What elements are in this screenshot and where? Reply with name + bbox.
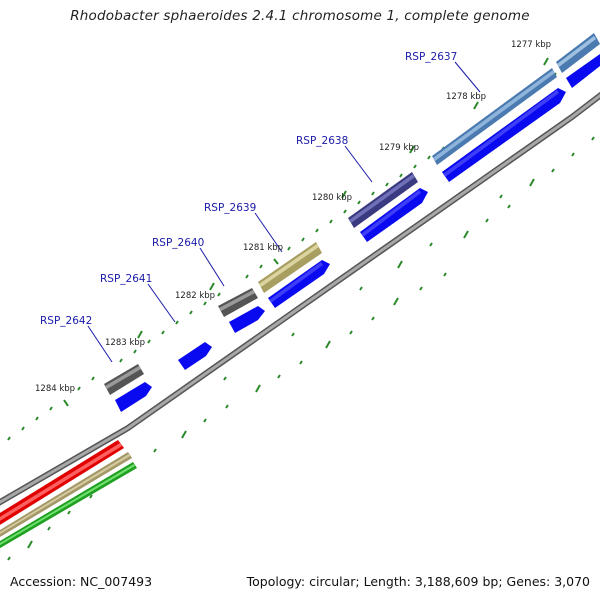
gene-label-rsp-2641[interactable]: RSP_2641 [100,273,152,285]
gene-labels: RSP_2637 RSP_2638 RSP_2639 RSP_2640 RSP_… [40,51,457,327]
cog-bar-rsp-2637-upper[interactable] [556,33,600,73]
cds-rsp-2638[interactable] [360,188,428,242]
inner-tick-ring [7,136,595,561]
cog-bar-rsp-2642[interactable] [104,364,144,395]
cog-bar-rsp-2639[interactable] [258,242,322,293]
cds-arrows [115,54,600,412]
cds-rsp-2637[interactable] [442,88,566,182]
tick-label-1282: 1282 kbp [175,291,215,301]
tick-label-1281: 1281 kbp [243,243,283,253]
genome-backbone [0,91,600,506]
map-title: Rhodobacter sphaeroides 2.4.1 chromosome… [70,8,530,24]
gene-label-rsp-2640[interactable]: RSP_2640 [152,237,204,249]
accession-text: Accession: NC_007493 [10,574,153,589]
cog-bar-rsp-2637[interactable] [432,68,557,165]
label-leaders [87,61,481,363]
tick-label-1279: 1279 kbp [379,143,419,153]
gc-band-red[interactable] [0,440,124,528]
cog-bar-rsp-2638[interactable] [348,172,418,228]
cds-rsp-2639[interactable] [268,260,330,308]
cds-rsp-2641[interactable] [178,342,212,370]
gene-label-rsp-2642[interactable]: RSP_2642 [40,315,92,327]
tick-label-1278: 1278 kbp [446,92,486,102]
tick-label-1284: 1284 kbp [35,384,75,394]
cog-bar-rsp-2640[interactable] [218,288,258,317]
cds-rsp-2637-upper[interactable] [566,54,600,88]
gene-label-rsp-2638[interactable]: RSP_2638 [296,135,348,147]
tick-label-1277: 1277 kbp [511,40,551,50]
gene-label-rsp-2637[interactable]: RSP_2637 [405,51,457,63]
gc-band-khaki[interactable] [0,452,132,540]
cds-rsp-2640[interactable] [229,306,265,333]
cds-rsp-2642[interactable] [115,382,152,412]
tick-label-1280: 1280 kbp [312,193,352,203]
gc-band-green[interactable] [0,462,137,551]
genome-summary-text: Topology: circular; Length: 3,188,609 bp… [246,574,590,589]
kbp-tick-labels: 1277 kbp 1278 kbp 1279 kbp 1280 kbp 1281… [35,40,551,394]
gene-label-rsp-2639[interactable]: RSP_2639 [204,202,256,214]
tick-label-1283: 1283 kbp [105,338,145,348]
